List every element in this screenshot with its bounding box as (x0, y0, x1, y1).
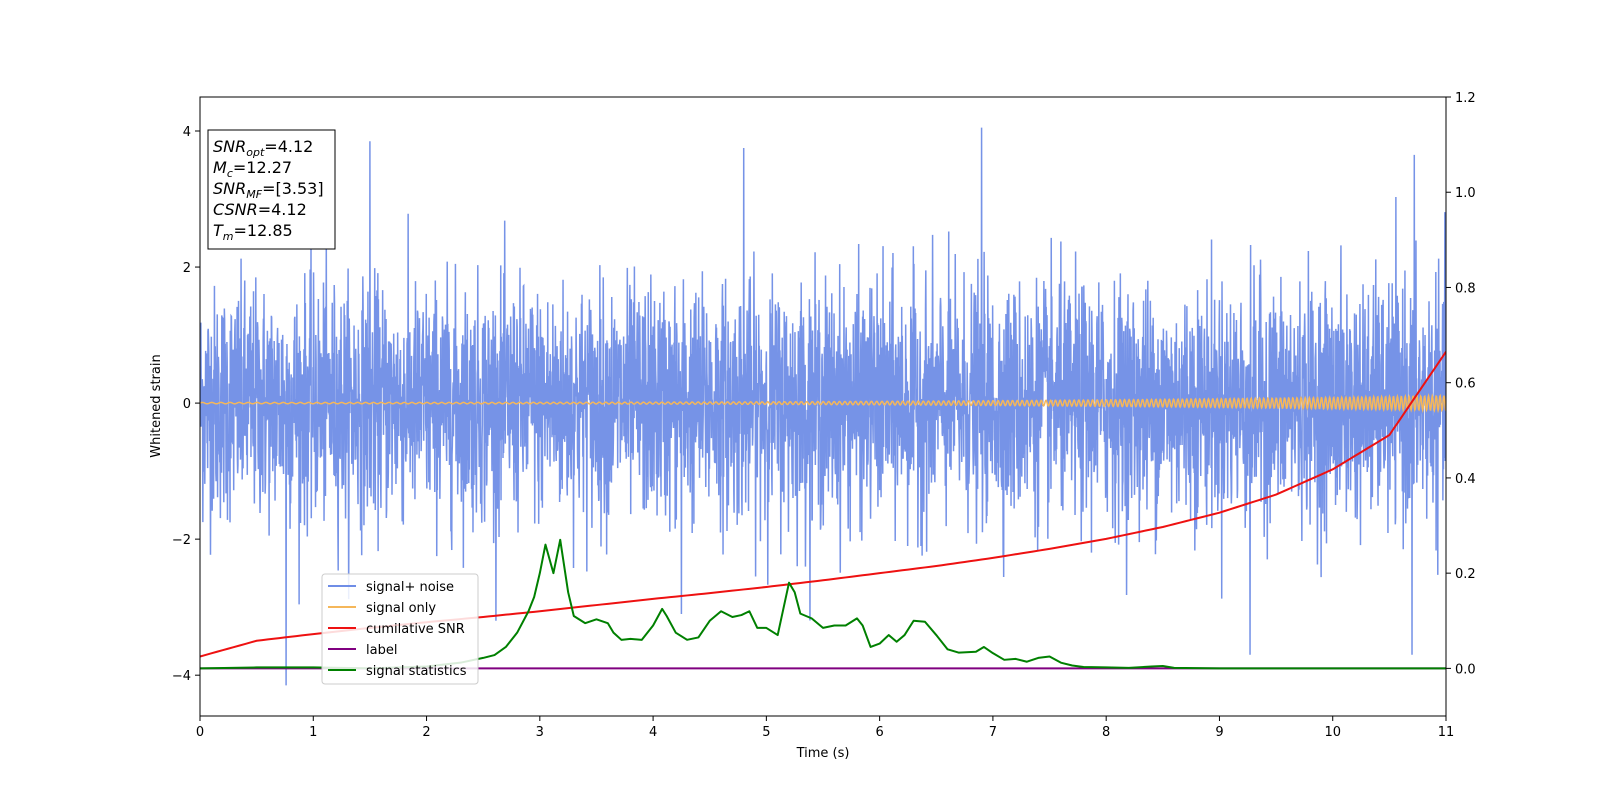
x-axis-ticks: 0 1 2 3 4 5 6 7 8 9 10 11 (196, 716, 1454, 740)
series-line-signal-statistics (200, 538, 1446, 670)
y-right-tick-label: 0.8 (1455, 281, 1476, 296)
series-line-signal-only (200, 393, 1446, 414)
y-right-tick-label: 0.2 (1455, 567, 1476, 582)
legend-label: signal+ noise (366, 580, 454, 595)
x-tick-label: 2 (422, 725, 430, 740)
annotation-subscript: m (223, 230, 234, 243)
annotation-value: =12.27 (233, 158, 292, 177)
x-tick-label: 5 (762, 725, 770, 740)
parameter-annotation-box: SNRopt=4.12Mc=12.27SNRMF=[3.53]CSNR=4.12… (207, 129, 336, 250)
x-tick-label: 6 (875, 725, 883, 740)
y-right-tick-label: 1.0 (1455, 186, 1476, 201)
annotation-frame (207, 129, 336, 250)
y-axis-right-ticks: 0.0 0.2 0.4 0.6 0.8 1.0 1.2 (1446, 91, 1476, 677)
y-right-tick-label: 0.0 (1455, 662, 1476, 677)
annotation-value: =4.12 (258, 200, 307, 219)
legend: signal+ noise signal only cumilative SNR la… (321, 573, 479, 685)
legend-label: signal statistics (366, 664, 467, 679)
y-tick-label: −2 (172, 533, 191, 548)
y-tick-label: −4 (172, 669, 191, 684)
y-right-tick-label: 0.6 (1455, 377, 1476, 392)
x-tick-label: 0 (196, 725, 204, 740)
annotation-symbol: T (213, 221, 224, 240)
annotation-line: Tm=12.85 (213, 221, 293, 243)
annotation-line: SNRopt=4.12 (213, 137, 313, 159)
legend-frame (321, 573, 479, 685)
annotation-value: =4.12 (264, 137, 313, 156)
annotation-line: CSNR=4.12 (213, 200, 307, 219)
annotation-subscript: c (227, 167, 233, 180)
x-tick-label: 9 (1215, 725, 1223, 740)
y-right-tick-label: 0.4 (1455, 472, 1476, 487)
y-axis-label: Whitened strain (149, 354, 164, 457)
x-tick-label: 8 (1102, 725, 1110, 740)
x-axis-label: Time (s) (796, 746, 850, 761)
annotation-value: =12.85 (234, 221, 293, 240)
y-tick-label: 2 (183, 261, 191, 276)
y-axis-left-ticks: −4 −2 0 2 4 (172, 125, 200, 684)
annotation-subscript: MF (246, 188, 262, 201)
y-right-tick-label: 1.2 (1455, 91, 1476, 106)
annotation-symbol: SNR (213, 179, 246, 198)
y-tick-label: 0 (183, 397, 191, 412)
annotation-value: =[3.53] (262, 179, 324, 198)
plot-frame (199, 96, 1447, 717)
x-tick-label: 3 (536, 725, 544, 740)
annotation-subscript: opt (246, 146, 265, 159)
y-tick-label: 4 (183, 125, 191, 140)
legend-label: cumilative SNR (366, 622, 465, 637)
x-tick-label: 7 (989, 725, 997, 740)
annotation-line: SNRMF=[3.53] (213, 179, 324, 201)
legend-label: signal only (366, 601, 436, 616)
x-tick-label: 1 (309, 725, 317, 740)
legend-label: label (366, 643, 397, 658)
annotation-symbol: CSNR (213, 200, 258, 219)
x-tick-label: 4 (649, 725, 657, 740)
annotation-symbol: SNR (213, 137, 246, 156)
annotation-symbol: M (213, 158, 227, 177)
x-tick-label: 10 (1324, 725, 1341, 740)
x-tick-label: 11 (1438, 725, 1455, 740)
annotation-line: Mc=12.27 (213, 158, 292, 180)
